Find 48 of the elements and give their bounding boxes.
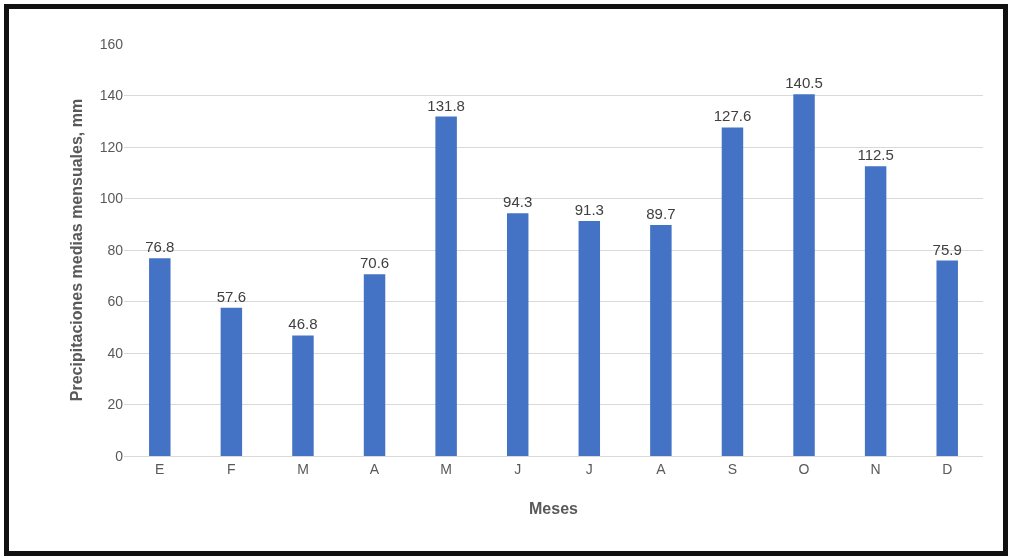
y-tick-label: 20 (107, 396, 124, 413)
data-label: 112.5 (857, 146, 894, 164)
data-label: 89.7 (646, 205, 676, 223)
bar (650, 225, 672, 456)
x-tick-label: F (227, 460, 236, 477)
x-tick-label: D (942, 460, 953, 477)
y-axis-title: Precipitaciones medias mensuales, mm (68, 98, 85, 402)
bar (435, 116, 457, 456)
y-tick-label: 120 (99, 138, 124, 155)
bar (292, 335, 314, 456)
bar (363, 274, 386, 456)
x-tick-label: M (440, 460, 452, 477)
y-tick-label: 40 (107, 344, 124, 361)
bar (793, 94, 815, 456)
data-label: 70.6 (359, 254, 390, 272)
x-tick-label: E (155, 460, 165, 477)
bar (149, 258, 171, 456)
x-tick-label: J (514, 460, 522, 477)
y-tick-label: 60 (107, 293, 124, 310)
y-tick-label: 0 (115, 447, 124, 464)
x-axis-title: Meses (529, 500, 579, 517)
data-label: 131.8 (427, 96, 465, 114)
x-tick-label: J (585, 460, 593, 477)
data-label: 76.8 (145, 238, 175, 256)
data-label: 140.5 (785, 74, 823, 92)
frame-border: 76.8 57.6 46.8 70.6 131.8 94.3 91.3 89.7 127.6 140.5 112.5 75.9 E F M A M J J A S O N D 0 20 40 60 80 100 120 140 160 Meses Precipitaciones medias mensuales, mm (4, 4, 1008, 556)
data-label: 75.9 (932, 240, 962, 258)
data-label: 94.3 (503, 193, 533, 211)
x-tick-label: O (798, 460, 810, 477)
bar (220, 307, 243, 456)
bar (721, 127, 744, 456)
x-tick-label: M (297, 460, 309, 477)
x-tick-label: A (369, 460, 380, 477)
bar (936, 260, 958, 456)
y-tick-label: 160 (99, 35, 124, 52)
data-label: 57.6 (216, 287, 246, 305)
bar (864, 166, 887, 456)
x-tick-label: A (656, 460, 667, 477)
x-tick-label: S (727, 460, 738, 477)
y-tick-label: 100 (99, 190, 124, 207)
bar (578, 220, 601, 456)
data-label: 127.6 (713, 107, 752, 125)
data-label: 46.8 (288, 315, 318, 333)
bar (506, 213, 529, 456)
data-label: 91.3 (574, 200, 604, 218)
y-tick-label: 80 (107, 241, 124, 258)
x-tick-label: N (870, 460, 881, 477)
y-tick-label: 140 (99, 87, 124, 104)
